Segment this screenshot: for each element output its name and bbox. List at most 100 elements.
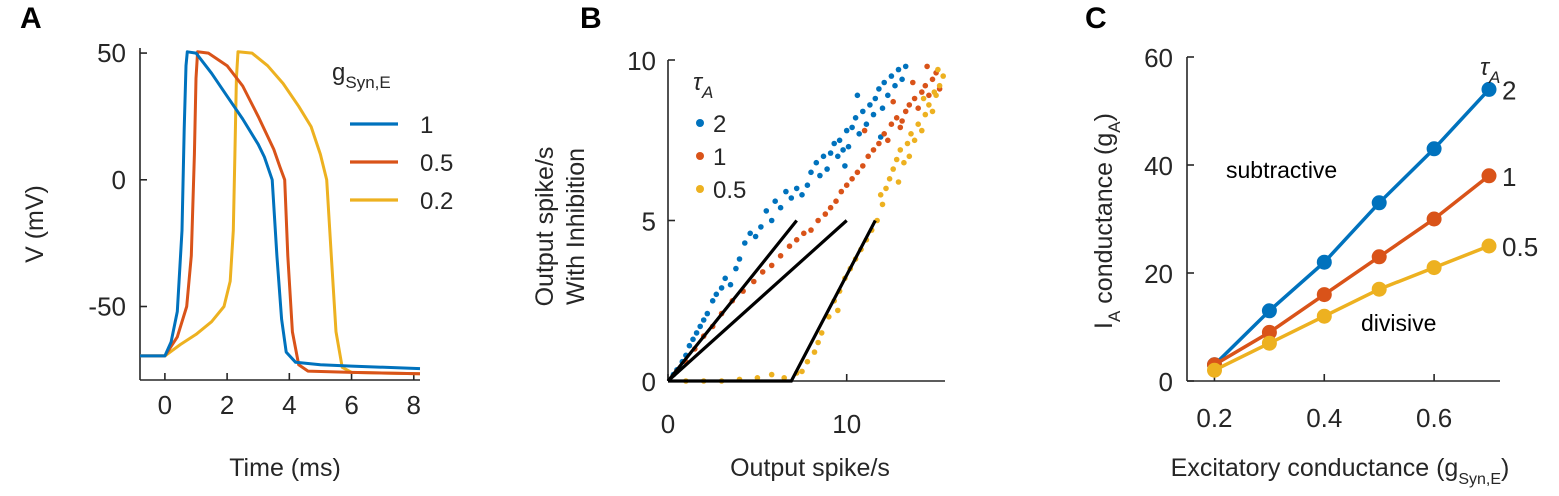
series-marker-c-2 xyxy=(1316,254,1332,270)
fit-line-b-0p5 xyxy=(668,219,877,383)
series-marker-c-2 xyxy=(1426,141,1442,157)
scatter-point-b-2 xyxy=(843,127,850,134)
legend-title-a-sub: Syn,E xyxy=(345,73,390,92)
scatter-point-b-0p5 xyxy=(886,176,893,182)
scatter-point-b-2 xyxy=(700,317,707,323)
scatter-point-b-1 xyxy=(911,95,918,102)
y-axis-label-c-part: A xyxy=(1105,310,1124,322)
scatter-point-b-2 xyxy=(881,79,887,86)
trace-a-0p2 xyxy=(140,50,421,376)
scatter-point-b-2 xyxy=(722,275,728,282)
x-tick-label-b: 0 xyxy=(661,409,675,439)
annotation-subtractive: subtractive xyxy=(1226,157,1337,183)
scatter-point-b-1 xyxy=(849,176,855,182)
scatter-point-b-2 xyxy=(856,131,862,137)
scatter-point-b-2 xyxy=(686,342,693,349)
y-tick-label-c: 20 xyxy=(1144,259,1173,289)
scatter-point-b-2 xyxy=(870,111,877,118)
scatter-point-b-0p5 xyxy=(754,375,761,381)
scatter-point-b-2 xyxy=(845,143,852,150)
scatter-point-b-2 xyxy=(752,233,759,240)
scatter-point-b-1 xyxy=(888,121,895,127)
scatter-point-b-2 xyxy=(840,147,846,153)
scatter-point-b-1 xyxy=(793,237,800,243)
panel-label-c: C xyxy=(1085,2,1107,35)
scatter-point-b-2 xyxy=(793,185,800,192)
scatter-point-b-2 xyxy=(860,108,866,115)
scatter-point-b-0p5 xyxy=(922,111,929,118)
scatter-point-b-1 xyxy=(759,269,766,275)
scatter-point-b-0p5 xyxy=(815,339,821,346)
x-tick-label-a: 6 xyxy=(344,390,358,420)
legend-title-a-main: g xyxy=(332,59,345,86)
scatter-point-b-1 xyxy=(833,198,839,204)
scatter-point-b-1 xyxy=(854,169,861,176)
series-marker-c-0p5 xyxy=(1371,281,1387,297)
scatter-point-b-1 xyxy=(786,243,793,249)
panel-label-a: A xyxy=(20,2,42,35)
scatter-point-b-0p5 xyxy=(901,159,907,166)
scatter-point-b-1 xyxy=(861,127,868,134)
legend-label-a: 1 xyxy=(420,112,433,139)
series-end-label-c: 2 xyxy=(1502,75,1516,105)
panel-label-b: B xyxy=(580,2,602,35)
scatter-point-b-0p5 xyxy=(940,73,946,79)
legend-title-c-main: τ xyxy=(1480,54,1491,81)
x-tick-label-a: 4 xyxy=(282,390,296,420)
scatter-point-b-1 xyxy=(885,137,891,144)
scatter-point-b-2 xyxy=(895,66,902,73)
y-axis-label-b: Output spike/s xyxy=(531,147,559,307)
y-axis-label-c-part: ) xyxy=(1090,113,1118,121)
x-tick-label-c: 0.4 xyxy=(1306,403,1342,433)
y-axis-label-c-part: conductance (g xyxy=(1090,133,1118,311)
scatter-point-b-1 xyxy=(815,217,821,224)
scatter-point-b-1 xyxy=(922,82,929,89)
series-end-label-c: 1 xyxy=(1502,162,1516,192)
series-marker-c-0p5 xyxy=(1207,362,1222,378)
scatter-point-b-2 xyxy=(704,310,711,317)
scatter-point-b-2 xyxy=(842,163,848,169)
scatter-point-b-0p5 xyxy=(877,192,884,198)
scatter-point-b-2 xyxy=(902,63,909,70)
scatter-point-b-1 xyxy=(910,79,916,86)
scatter-point-b-0p5 xyxy=(768,371,775,378)
x-axis-label-a: Time (ms) xyxy=(229,454,341,482)
scatter-point-b-2 xyxy=(799,192,805,198)
scatter-point-b-2 xyxy=(849,124,855,131)
legend-title-c-sub: A xyxy=(1488,68,1500,87)
scatter-point-b-1 xyxy=(808,227,814,233)
scatter-point-b-2 xyxy=(836,137,843,144)
scatter-point-b-2 xyxy=(742,240,748,246)
legend-marker-b xyxy=(696,185,704,193)
scatter-point-b-1 xyxy=(768,262,775,269)
x-axis-label-c-part: ) xyxy=(1501,454,1509,482)
scatter-point-b-2 xyxy=(788,195,795,201)
scatter-point-b-2 xyxy=(879,105,886,111)
scatter-point-b-2 xyxy=(727,281,734,288)
scatter-point-b-0p5 xyxy=(781,375,787,381)
scatter-point-b-2 xyxy=(763,208,770,214)
scatter-point-b-0p5 xyxy=(890,166,896,172)
scatter-point-b-0p5 xyxy=(929,108,936,115)
y-tick-label-b: 0 xyxy=(642,367,656,397)
series-line-c-1 xyxy=(1213,174,1491,367)
legend-label-a: 0.2 xyxy=(420,188,453,215)
series-marker-c-0p5 xyxy=(1316,308,1332,324)
scatter-point-b-2 xyxy=(736,256,743,262)
scatter-point-b-0p5 xyxy=(897,147,904,153)
legend-marker-b xyxy=(696,152,704,160)
y-tick-label-c: 40 xyxy=(1144,151,1173,181)
x-tick-label-a: 8 xyxy=(407,390,421,420)
y-tick-label-c: 60 xyxy=(1144,43,1173,73)
legend-title-a: gSyn,E xyxy=(332,59,391,92)
scatter-point-b-2 xyxy=(693,330,700,336)
y-axis-label-c-part: I xyxy=(1090,322,1118,329)
scatter-point-b-0p5 xyxy=(908,131,914,137)
scatter-point-b-2 xyxy=(872,95,879,102)
legend-title-b: τA xyxy=(693,69,713,102)
scatter-point-b-1 xyxy=(827,204,834,211)
scatter-point-b-0p5 xyxy=(920,95,927,102)
scatter-point-b-1 xyxy=(906,102,913,108)
